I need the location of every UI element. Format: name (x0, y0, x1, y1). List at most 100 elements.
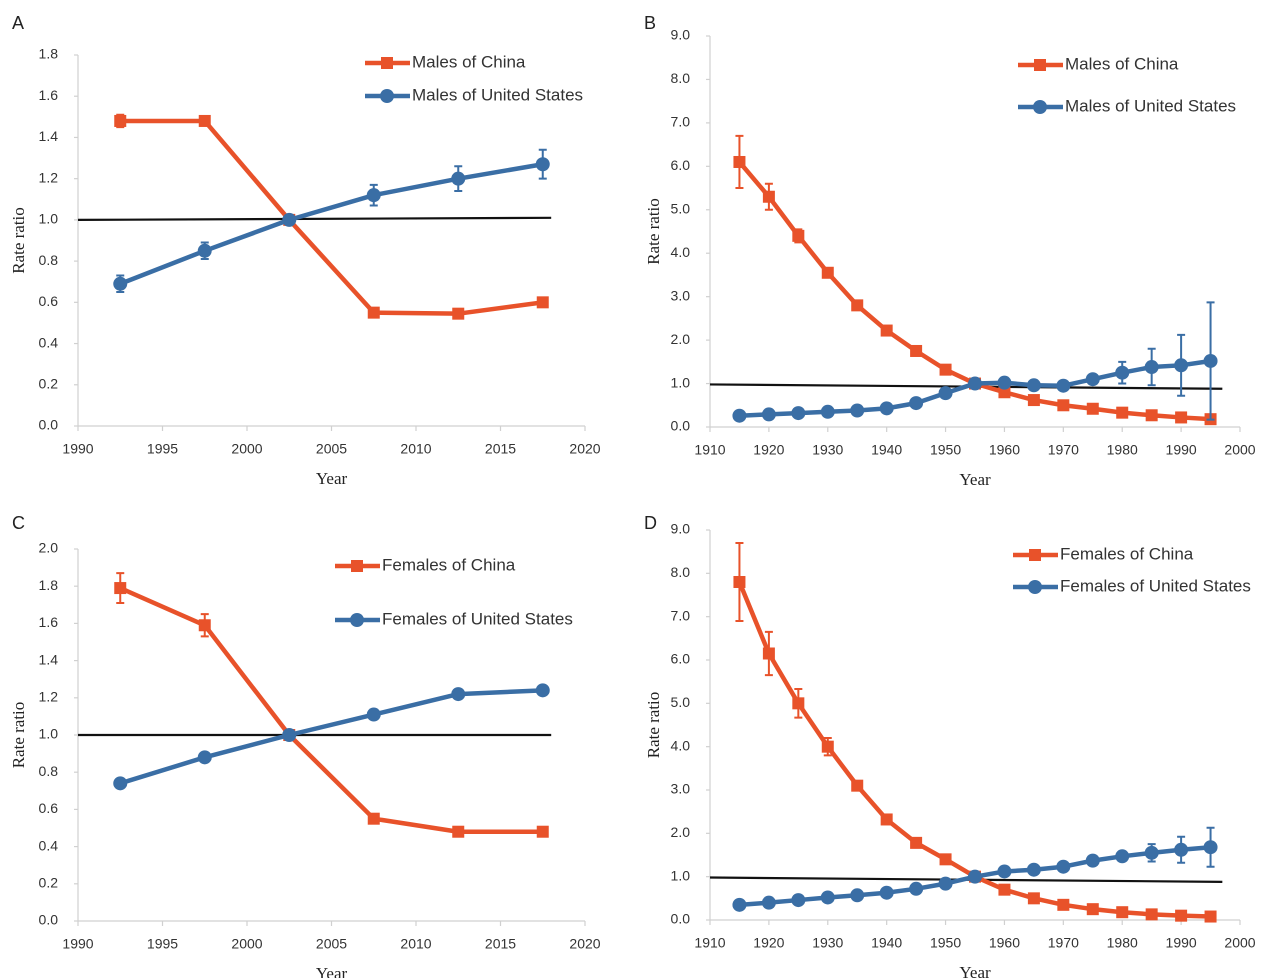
y-tick-label: 0.6 (39, 800, 59, 816)
y-tick-label: 0.0 (671, 911, 691, 927)
y-tick-label: 0.2 (39, 875, 59, 891)
data-point (910, 836, 923, 849)
y-tick-label: 4.0 (671, 244, 691, 260)
data-point (761, 407, 776, 422)
data-point (762, 647, 775, 660)
y-tick-label: 1.0 (671, 867, 691, 883)
data-point (535, 157, 550, 172)
legend-marker (351, 560, 363, 572)
data-point (792, 697, 805, 710)
y-tick-label: 2.0 (671, 331, 691, 347)
data-point (366, 188, 381, 203)
data-point (732, 897, 747, 912)
data-point (452, 307, 465, 320)
x-tick-label: 1990 (62, 936, 93, 952)
data-point (536, 825, 549, 838)
data-point (909, 396, 924, 411)
y-tick-label: 0.8 (39, 252, 59, 268)
data-point (1203, 353, 1218, 368)
data-point (1174, 358, 1189, 373)
data-point (1115, 849, 1130, 864)
data-point (198, 114, 211, 127)
y-tick-label: 7.0 (671, 114, 691, 130)
data-point (880, 324, 893, 337)
x-tick-label: 1920 (753, 442, 784, 458)
legend-label: Males of China (1065, 54, 1179, 73)
legend-marker (1028, 580, 1042, 594)
y-tick-label: 0.4 (39, 837, 59, 853)
y-tick-label: 1.6 (39, 87, 59, 103)
legend-marker (381, 57, 393, 69)
data-point (197, 243, 212, 258)
y-tick-label: 8.0 (671, 70, 691, 86)
data-point (997, 375, 1012, 390)
data-point (367, 306, 380, 319)
x-tick-label: 2005 (316, 441, 347, 457)
x-tick-label: 1920 (753, 935, 784, 951)
y-tick-label: 5.0 (671, 694, 691, 710)
y-tick-label: 4.0 (671, 737, 691, 753)
x-axis-title: Year (959, 963, 991, 978)
data-point (939, 363, 952, 376)
y-tick-label: 1.0 (671, 374, 691, 390)
data-point (1057, 399, 1070, 412)
y-tick-label: 0.0 (39, 912, 59, 928)
legend-label: Males of China (412, 52, 526, 71)
series-line (737, 581, 1211, 919)
data-point (197, 750, 212, 765)
legend-label: Females of United States (1060, 576, 1251, 595)
data-point (1115, 365, 1130, 380)
data-point (366, 707, 381, 722)
data-point (968, 869, 982, 884)
x-tick-label: 1980 (1107, 442, 1138, 458)
x-tick-label: 1910 (694, 442, 725, 458)
data-point (451, 687, 466, 702)
y-tick-label: 6.0 (671, 651, 691, 667)
x-axis-title: Year (316, 469, 348, 488)
data-point (910, 344, 923, 357)
series-line (119, 688, 543, 786)
data-point (762, 190, 775, 203)
data-point (1086, 402, 1099, 415)
data-point (1085, 853, 1100, 868)
x-tick-label: 1950 (930, 442, 961, 458)
panel-label: D (644, 513, 657, 533)
x-tick-label: 2010 (400, 441, 431, 457)
data-point (536, 296, 549, 309)
x-tick-label: 2015 (485, 936, 516, 952)
x-tick-label: 2015 (485, 441, 516, 457)
data-point (1144, 845, 1159, 860)
x-tick-label: 1940 (871, 935, 902, 951)
data-point (1027, 394, 1040, 407)
data-point (1027, 892, 1040, 905)
data-point (1056, 859, 1071, 874)
data-point (452, 825, 465, 838)
legend-label: Females of China (1060, 544, 1194, 563)
x-tick-label: 1960 (989, 935, 1020, 951)
data-point (851, 299, 864, 312)
panel-label: B (644, 13, 656, 33)
data-point (909, 881, 924, 896)
data-point (1116, 906, 1129, 919)
data-point (535, 683, 550, 698)
y-tick-label: 7.0 (671, 607, 691, 623)
data-point (1057, 898, 1070, 911)
y-axis-title: Rate ratio (9, 702, 28, 769)
reference-line (77, 216, 552, 221)
x-tick-label: 1940 (871, 442, 902, 458)
data-point (820, 890, 835, 905)
data-point (938, 386, 953, 401)
x-tick-label: 2020 (569, 441, 600, 457)
y-tick-label: 3.0 (671, 781, 691, 797)
data-point (282, 212, 297, 227)
legend-label: Males of United States (412, 85, 583, 104)
y-tick-label: 1.8 (39, 46, 59, 62)
x-tick-label: 2020 (569, 936, 600, 952)
y-tick-label: 2.0 (671, 824, 691, 840)
x-axis-title: Year (316, 964, 348, 978)
y-axis-title: Rate ratio (644, 198, 663, 265)
y-tick-label: 5.0 (671, 200, 691, 216)
x-tick-label: 2000 (231, 936, 262, 952)
data-point (998, 386, 1011, 399)
